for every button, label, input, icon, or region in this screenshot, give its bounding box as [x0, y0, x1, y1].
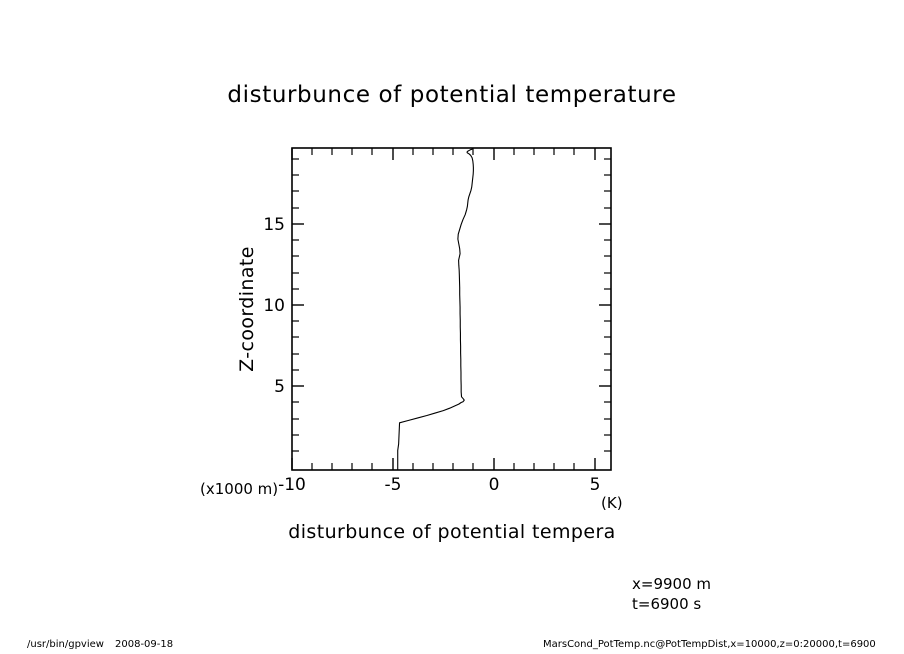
annotation-time: t=6900 s — [632, 595, 701, 613]
x-tick-label: -10 — [278, 475, 306, 495]
plot-frame — [291, 147, 612, 471]
y-tick-label: 15 — [263, 215, 285, 235]
x-axis-unit: (K) — [601, 494, 623, 512]
y-tick-label: 10 — [263, 296, 285, 316]
footer-source: MarsCond_PotTemp.nc@PotTempDist,x=10000,… — [543, 639, 876, 650]
y-tick-labels: 15 10 5 — [263, 215, 285, 397]
page-title: disturbunce of potential temperature — [227, 82, 676, 108]
y-axis-unit: (x1000 m) — [200, 480, 278, 498]
y-axis-ticks — [292, 158, 611, 452]
x-tick-label: -5 — [385, 475, 402, 495]
footer-command: /usr/bin/gpview — [27, 639, 104, 650]
footer-date: 2008-09-18 — [115, 639, 173, 650]
annotation-x-position: x=9900 m — [632, 575, 711, 593]
y-axis-title: Z-coordinate — [236, 246, 258, 372]
x-axis-title: disturbunce of potential tempera — [288, 521, 615, 543]
y-tick-label: 5 — [274, 377, 285, 397]
x-tick-label: 0 — [489, 475, 500, 495]
x-axis-ticks — [291, 148, 596, 470]
x-tick-label: 5 — [590, 475, 601, 495]
x-tick-labels: -10 -5 0 5 — [278, 475, 600, 495]
data-curve — [397, 147, 474, 471]
